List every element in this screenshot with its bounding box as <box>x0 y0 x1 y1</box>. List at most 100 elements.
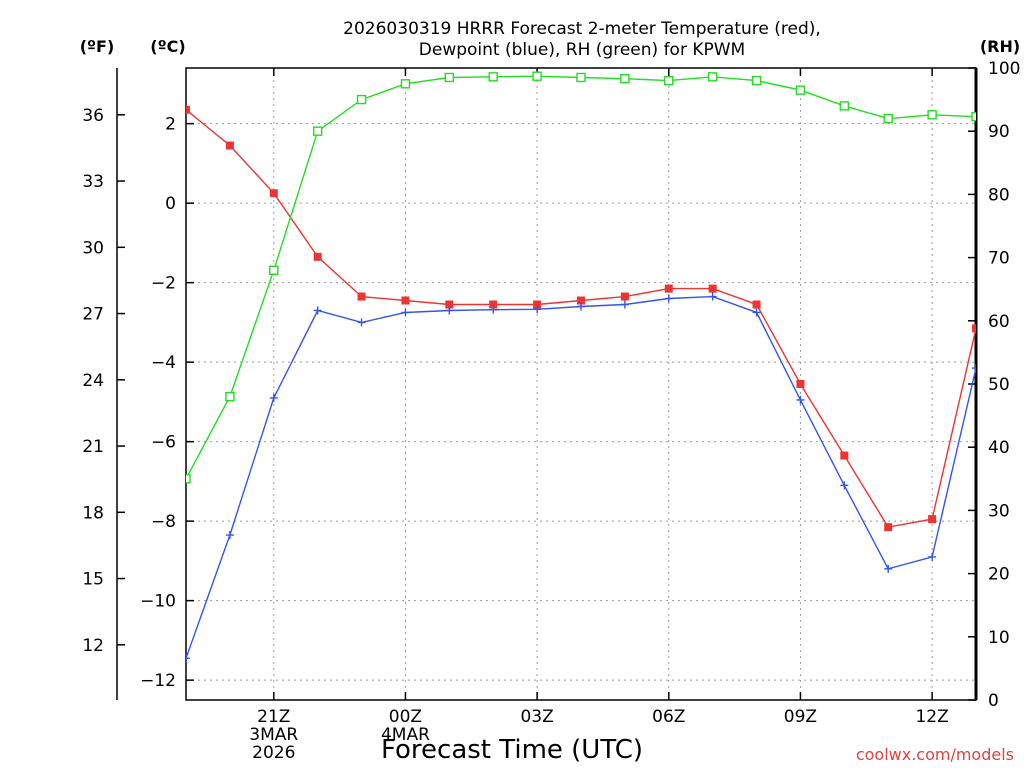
plot-frame <box>185 67 977 701</box>
dewpoint-point <box>796 395 805 404</box>
temperature-point <box>401 296 410 305</box>
x-axis-title: Forecast Time (UTC) <box>381 735 643 765</box>
fahrenheit-tick-label: 33 <box>82 172 104 192</box>
rh-tick-label: 100 <box>988 59 1020 79</box>
rh-tick-label: 70 <box>988 249 1010 269</box>
rh-point <box>751 75 762 86</box>
rh-point <box>488 72 498 82</box>
dewpoint-point <box>269 393 278 402</box>
dewpoint-point <box>884 564 893 573</box>
chart-title: 2026030319 HRRR Forecast 2-meter Tempera… <box>343 19 821 60</box>
dewpoint-point <box>357 318 366 327</box>
fahrenheit-tick-label: 15 <box>82 570 104 590</box>
temperature-point <box>489 300 498 309</box>
x-tick-label: 2026 <box>252 743 295 763</box>
fahrenheit-tick-label: 27 <box>82 305 104 325</box>
rh-point <box>707 72 718 82</box>
dewpoint-point <box>577 302 585 311</box>
dewpoint-point <box>972 364 976 373</box>
dewpoint-point <box>620 300 629 309</box>
temperature-point <box>884 523 893 532</box>
rh-point <box>225 391 235 402</box>
temperature-point <box>357 292 366 301</box>
x-tick-label: 12Z <box>915 707 948 727</box>
rh-tick-label: 80 <box>988 185 1010 205</box>
rh-point <box>664 75 674 86</box>
rh-point <box>839 101 850 111</box>
celsius-tick-label: −6 <box>151 433 176 453</box>
fahrenheit-unit-label: (ºF) <box>80 37 115 56</box>
rh-point <box>269 265 279 275</box>
fahrenheit-tick-label: 36 <box>82 106 104 126</box>
x-tick-label: 06Z <box>652 707 685 727</box>
temperature-point <box>577 296 585 305</box>
temperature-point <box>445 300 454 309</box>
fahrenheit-tick-label: 12 <box>82 636 104 656</box>
temperature-point <box>269 189 278 198</box>
rh-tick-label: 20 <box>988 565 1010 585</box>
x-tick-label: 03Z <box>520 707 553 727</box>
rh-point <box>400 79 411 89</box>
dewpoint-point <box>489 305 498 314</box>
fahrenheit-tick-label: 21 <box>82 437 104 457</box>
temperature-point <box>928 515 937 524</box>
dewpoint-point <box>664 294 673 303</box>
rh-tick-label: 10 <box>988 628 1010 648</box>
rh-point <box>356 94 367 105</box>
rh-point <box>795 85 806 95</box>
rh-point <box>883 113 893 124</box>
dewpoint-point <box>533 305 542 314</box>
rh-point <box>532 71 542 81</box>
temperature-point <box>225 141 234 150</box>
dewpoint-point <box>752 308 761 317</box>
chart-title-line-1: 2026030319 HRRR Forecast 2-meter Tempera… <box>343 19 821 39</box>
data-series <box>186 71 976 663</box>
rh-series-line <box>186 75 976 480</box>
x-tick-label: 09Z <box>784 707 817 727</box>
x-tick-label: 21Z <box>257 707 290 727</box>
rh-point <box>620 74 630 84</box>
gridlines <box>186 68 976 700</box>
dewpoint-point <box>445 306 454 315</box>
rh-point <box>312 126 323 136</box>
temperature-point <box>620 292 629 301</box>
rh-tick-label: 50 <box>988 375 1010 395</box>
rh-point <box>186 474 191 484</box>
temperature-point <box>840 451 849 460</box>
rh-tick-label: 40 <box>988 438 1010 458</box>
dewpoint-point <box>225 531 234 540</box>
chart-title-line-2: Dewpoint (blue), RH (green) for KPWM <box>419 40 745 60</box>
credit-text: coolwx.com/models <box>856 745 1014 764</box>
fahrenheit-tick-label: 30 <box>82 238 104 258</box>
temperature-point <box>313 252 322 261</box>
celsius-tick-label: −10 <box>140 592 176 612</box>
dewpoint-point <box>313 306 322 315</box>
dewpoint-point <box>186 654 190 663</box>
rh-point <box>971 111 976 122</box>
dewpoint-point <box>401 308 410 317</box>
rh-unit-label: (RH) <box>980 37 1020 56</box>
rh-point <box>927 110 937 120</box>
celsius-tick-label: 0 <box>165 194 176 214</box>
temperature-point <box>752 300 761 309</box>
celsius-tick-label: −8 <box>151 512 176 532</box>
temperature-point <box>972 324 976 333</box>
celsius-tick-label: −12 <box>140 671 176 691</box>
rh-tick-label: 30 <box>988 501 1010 521</box>
dewpoint-point <box>840 481 849 490</box>
temperature-point <box>186 105 190 114</box>
fahrenheit-tick-label: 24 <box>82 371 104 391</box>
temperature-point <box>664 284 673 293</box>
celsius-tick-label: −2 <box>151 274 176 294</box>
x-tick-label: 4MAR <box>381 725 430 745</box>
rh-tick-label: 90 <box>988 122 1010 142</box>
temperature-point <box>533 300 542 309</box>
temperature-point <box>796 380 805 388</box>
fahrenheit-tick-label: 18 <box>82 503 104 523</box>
rh-point <box>444 72 455 83</box>
dewpoint-point <box>708 292 717 301</box>
rh-point <box>576 72 586 83</box>
x-tick-label: 3MAR <box>249 725 298 745</box>
